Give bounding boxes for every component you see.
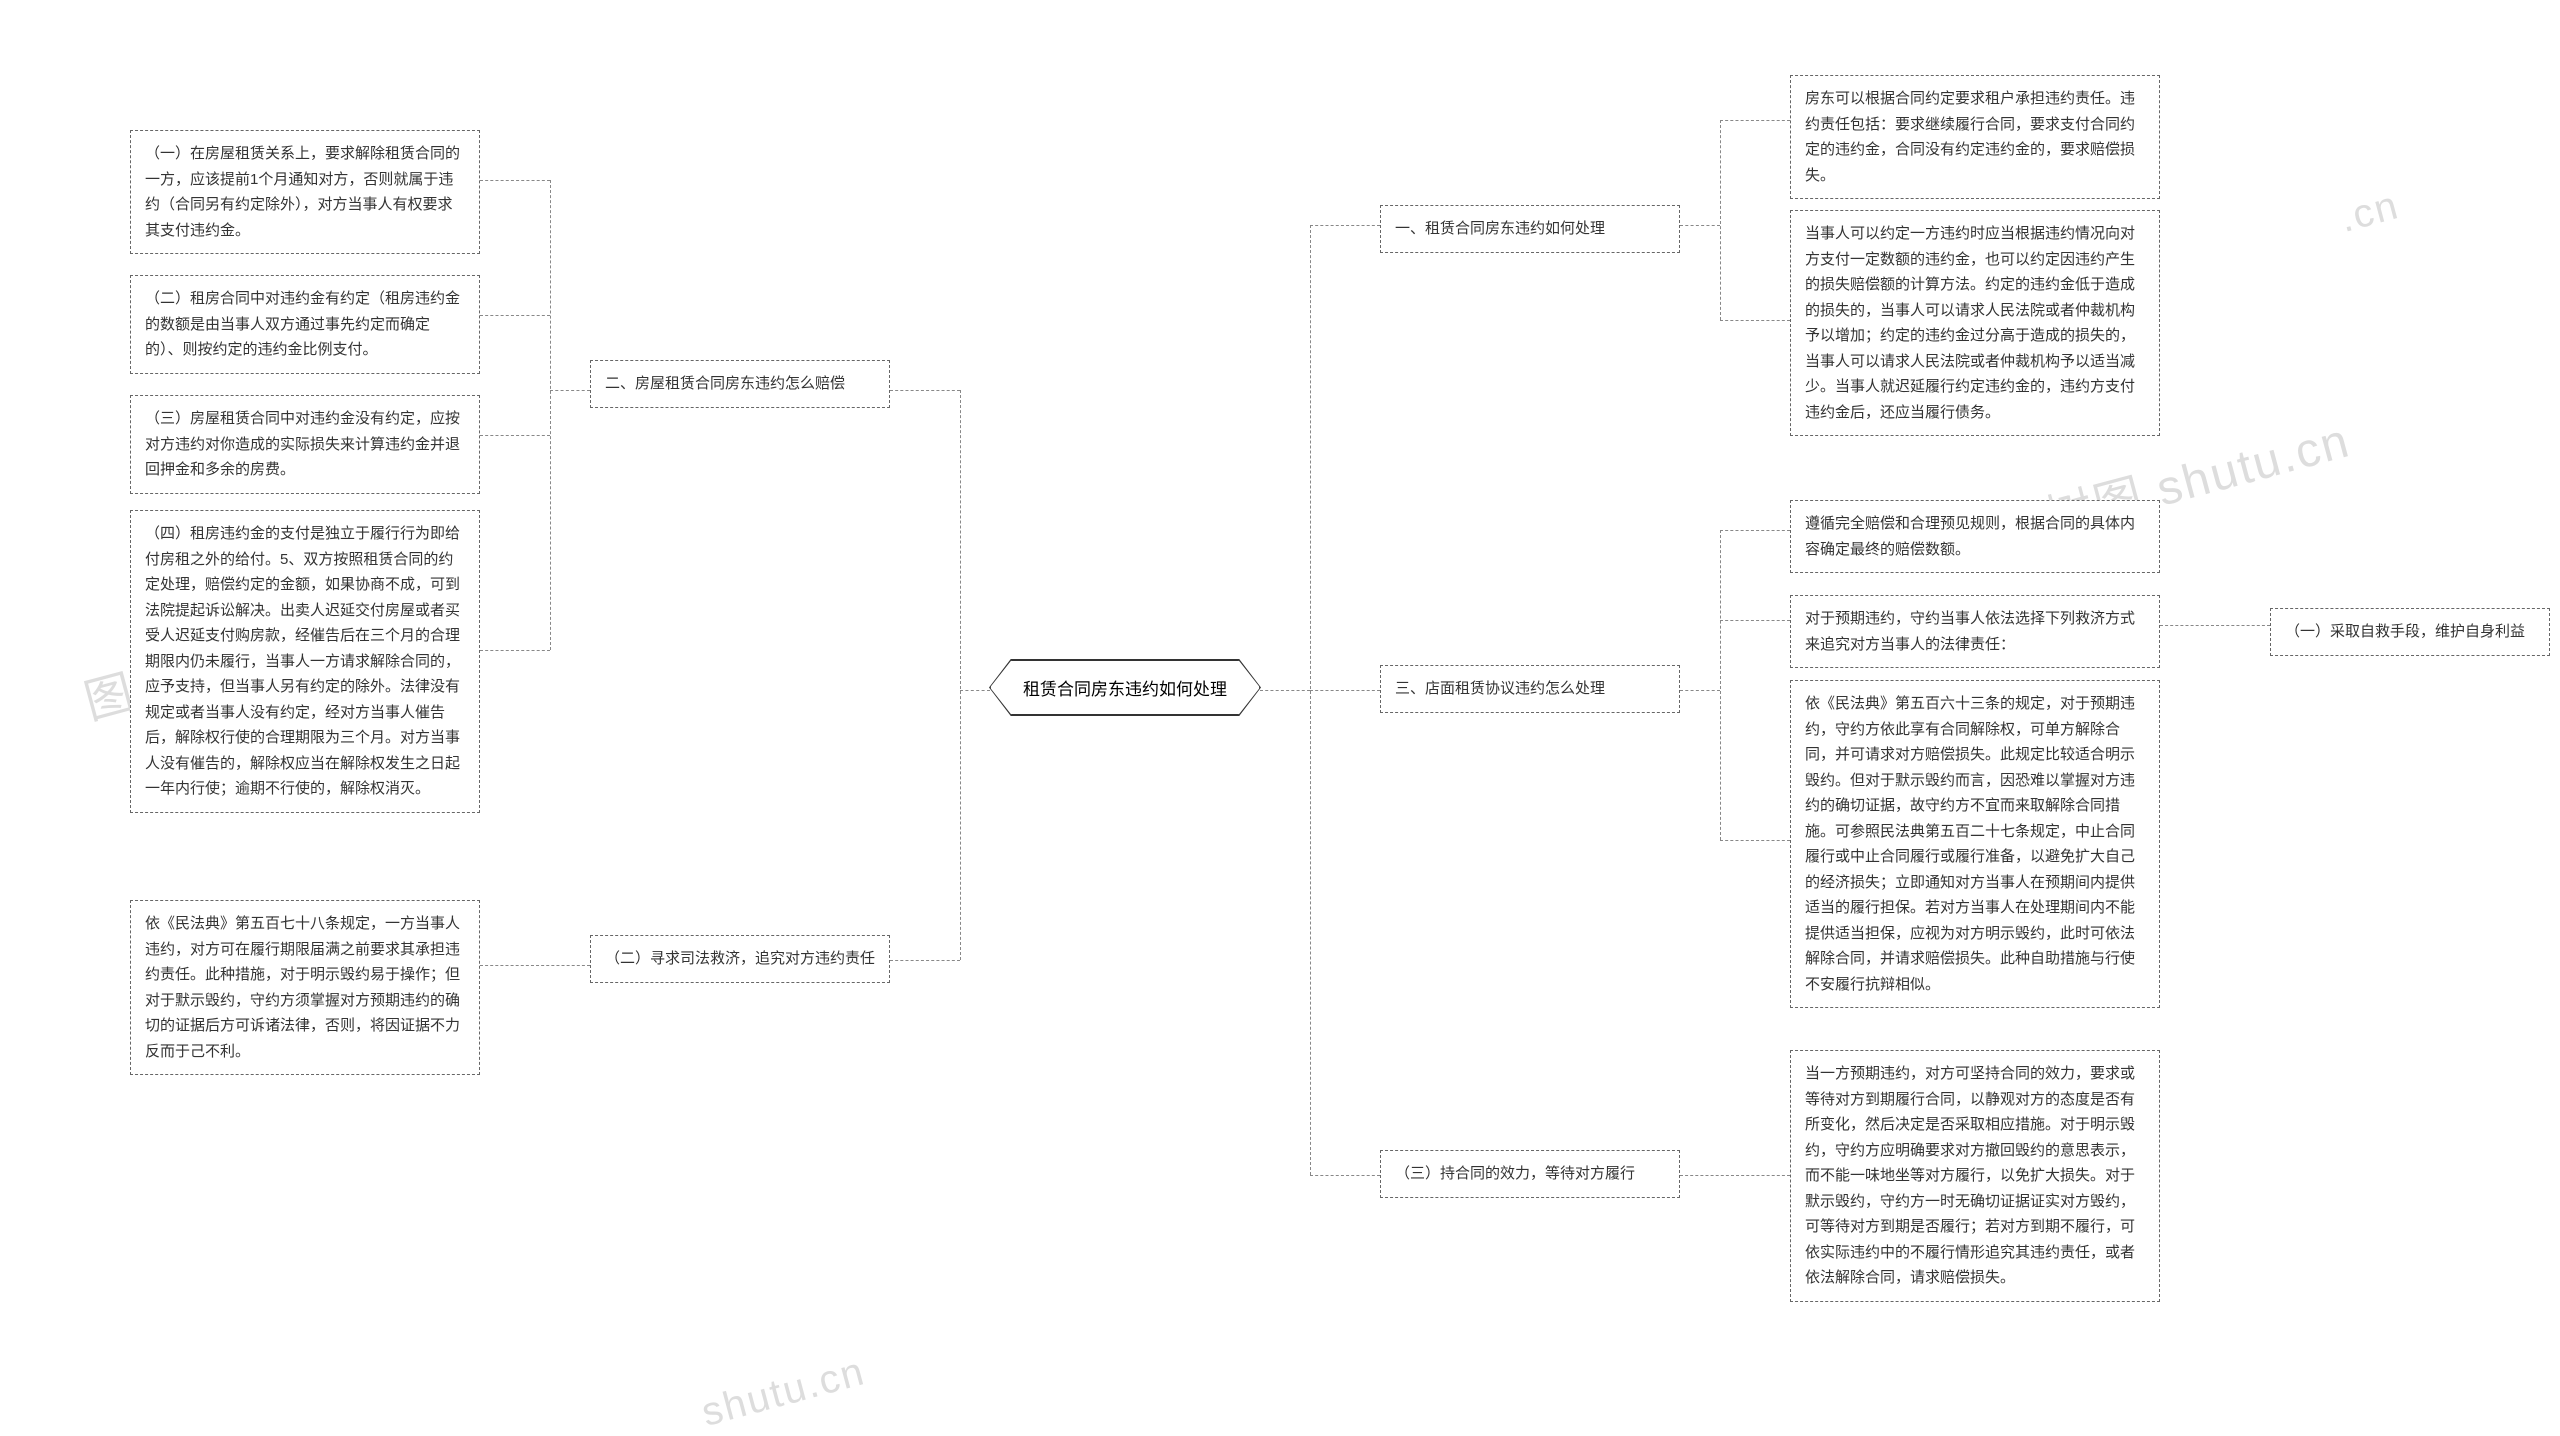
right-section1-item: 房东可以根据合同约定要求租户承担违约责任。违约责任包括：要求继续履行合同，要求支… — [1790, 75, 2160, 199]
left-section2-item: （三）房屋租赁合同中对违约金没有约定，应按对方违约对你造成的实际损失来计算违约金… — [130, 395, 480, 494]
connector — [1720, 620, 1790, 621]
connector — [1720, 320, 1790, 321]
left-section2-item: （一）在房屋租赁关系上，要求解除租赁合同的一方，应该提前1个月通知对方，否则就属… — [130, 130, 480, 254]
connector — [1680, 225, 1720, 226]
right-hold-item: 当一方预期违约，对方可坚持合同的效力，要求或等待对方到期履行合同，以静观对方的态… — [1790, 1050, 2160, 1302]
connector — [890, 390, 960, 391]
mindmap-root: 租赁合同房东违约如何处理 — [990, 660, 1260, 715]
connector — [1720, 120, 1721, 320]
connector — [480, 315, 550, 316]
left-section2-title: 二、房屋租赁合同房东违约怎么赔偿 — [590, 360, 890, 408]
connector — [550, 180, 551, 650]
connector — [1720, 120, 1790, 121]
connector — [480, 435, 550, 436]
connector — [2160, 625, 2270, 626]
connector — [550, 390, 590, 391]
left-judicial-title: （二）寻求司法救济，追究对方违约责任 — [590, 935, 890, 983]
right-section1-title: 一、租赁合同房东违约如何处理 — [1380, 205, 1680, 253]
right-section3-title: 三、店面租赁协议违约怎么处理 — [1380, 665, 1680, 713]
connector — [1680, 1175, 1790, 1176]
connector — [480, 650, 550, 651]
connector — [480, 180, 550, 181]
connector — [960, 390, 961, 960]
root-title: 租赁合同房东违约如何处理 — [990, 660, 1260, 715]
connector — [1260, 690, 1310, 691]
connector — [1720, 530, 1790, 531]
right-section1-item: 当事人可以约定一方违约时应当根据违约情况向对方支付一定数额的违约金，也可以约定因… — [1790, 210, 2160, 436]
connector — [1310, 1175, 1380, 1176]
right-section3-item: 依《民法典》第五百六十三条的规定，对于预期违约，守约方依此享有合同解除权，可单方… — [1790, 680, 2160, 1008]
connector — [480, 965, 590, 966]
left-section2-item: （二）租房合同中对违约金有约定（租房违约金的数额是由当事人双方通过事先约定而确定… — [130, 275, 480, 374]
right-section3-item: 遵循完全赔偿和合理预见规则，根据合同的具体内容确定最终的赔偿数额。 — [1790, 500, 2160, 573]
connector — [890, 960, 960, 961]
connector — [1680, 690, 1720, 691]
watermark: shutu.cn — [697, 1349, 870, 1436]
connector — [1310, 690, 1380, 691]
watermark: .cn — [2335, 183, 2404, 242]
connector — [1720, 840, 1790, 841]
connector — [1310, 225, 1380, 226]
left-judicial-item: 依《民法典》第五百七十八条规定，一方当事人违约，对方可在履行期限届满之前要求其承… — [130, 900, 480, 1075]
connector — [1310, 225, 1311, 1175]
connector — [960, 690, 990, 691]
right-hold-title: （三）持合同的效力，等待对方履行 — [1380, 1150, 1680, 1198]
right-section3-item: 对于预期违约，守约当事人依法选择下列救济方式来追究对方当事人的法律责任： — [1790, 595, 2160, 668]
left-section2-item: （四）租房违约金的支付是独立于履行行为即给付房租之外的给付。5、双方按照租赁合同… — [130, 510, 480, 813]
right-section3-leaf: （一）采取自救手段，维护自身利益 — [2270, 608, 2550, 656]
connector — [1720, 530, 1721, 840]
